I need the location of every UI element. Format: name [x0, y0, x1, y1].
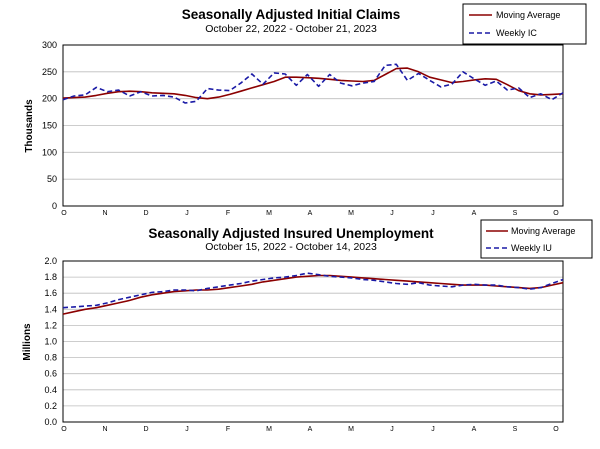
- chart2-plot-frame: [62, 260, 564, 423]
- chart1-gridlines: [63, 71, 563, 180]
- chart2-x-tick-label: J: [431, 426, 435, 433]
- chart1-x-tick-label: F: [226, 210, 230, 217]
- chart1-x-tick-label: A: [472, 210, 477, 217]
- chart1-x-tick-label: S: [513, 210, 518, 217]
- chart2-y-tick-label: 1.0: [44, 337, 57, 347]
- chart2-y-tick-label: 0.8: [44, 353, 57, 363]
- chart2-x-tick-label: D: [143, 426, 148, 433]
- chart2-legend-weekly-label: Weekly IU: [511, 243, 552, 253]
- chart2-x-tick-label: M: [348, 426, 354, 433]
- chart1-x-tick-label: J: [390, 210, 394, 217]
- chart1-x-tick-label: O: [61, 210, 67, 217]
- chart1-y-tick-label: 250: [42, 67, 57, 77]
- chart2-title: Seasonally Adjusted Insured Unemployment: [148, 226, 434, 241]
- chart1-x-tick-label: J: [185, 210, 189, 217]
- chart1-subtitle: October 22, 2022 - October 21, 2023: [205, 23, 377, 35]
- chart2-subtitle: October 15, 2022 - October 14, 2023: [205, 241, 377, 253]
- chart1-y-axis-label: Thousands: [24, 99, 35, 153]
- chart1-weekly-line: [62, 63, 564, 104]
- chart1-y-tick-labels: 0 50 100 150 200 250 300: [42, 40, 57, 211]
- chart1-legend: Moving Average Weekly IC: [462, 3, 587, 45]
- chart1-x-tick-label: A: [308, 210, 313, 217]
- chart1-moving-average-line: [62, 67, 564, 100]
- chart1-y-tick-label: 0: [52, 201, 57, 211]
- chart2-y-tick-label: 1.8: [44, 272, 57, 282]
- chart2-x-tick-label: O: [61, 426, 67, 433]
- chart1-x-tick-label: D: [143, 210, 148, 217]
- chart1-x-tick-label: N: [102, 210, 107, 217]
- chart2-x-tick-label: M: [266, 426, 272, 433]
- chart1-x-tick-label: J: [431, 210, 435, 217]
- chart2-y-axis-label: Millions: [22, 323, 33, 361]
- chart2-x-tick-label: A: [308, 426, 313, 433]
- insured-unemployment-chart: Seasonally Adjusted Insured Unemployment…: [22, 219, 593, 433]
- chart1-x-tick-label: M: [348, 210, 354, 217]
- chart2-moving-average-line: [62, 274, 564, 315]
- chart2-y-tick-label: 1.4: [44, 304, 57, 314]
- chart1-x-tick-label: O: [553, 210, 559, 217]
- chart2-y-tick-label: 1.6: [44, 288, 57, 298]
- chart1-y-tick-label: 200: [42, 94, 57, 104]
- chart2-y-tick-label: 0.6: [44, 369, 57, 379]
- chart2-legend-box: [480, 219, 593, 259]
- chart2-y-tick-label: 2.0: [44, 256, 57, 266]
- chart1-y-tick-label: 100: [42, 147, 57, 157]
- chart2-x-tick-label: N: [102, 426, 107, 433]
- chart2-y-tick-label: 0.0: [44, 417, 57, 427]
- chart1-x-tick-label: M: [266, 210, 272, 217]
- chart1-legend-box: [462, 3, 587, 45]
- chart1-legend-ma-label: Moving Average: [496, 10, 560, 20]
- chart2-x-tick-label: O: [553, 426, 559, 433]
- chart2-gridlines: [63, 276, 563, 407]
- chart2-y-tick-label: 0.4: [44, 385, 57, 395]
- chart2-legend-ma-label: Moving Average: [511, 226, 575, 236]
- chart2-x-tick-label: S: [513, 426, 518, 433]
- chart2-x-tick-label: J: [185, 426, 189, 433]
- chart2-x-tick-label: F: [226, 426, 230, 433]
- initial-claims-chart: Seasonally Adjusted Initial Claims Octob…: [24, 3, 587, 217]
- chart1-legend-weekly-label: Weekly IC: [496, 28, 537, 38]
- chart1-y-tick-label: 300: [42, 40, 57, 50]
- chart2-y-tick-label: 0.2: [44, 401, 57, 411]
- chart2-y-tick-label: 1.2: [44, 320, 57, 330]
- chart1-series: [62, 63, 564, 104]
- chart2-series: [62, 272, 564, 315]
- chart2-legend: Moving Average Weekly IU: [480, 219, 593, 259]
- chart2-y-tick-labels: 0.0 0.2 0.4 0.6 0.8 1.0 1.2 1.4 1.6 1.8 2.0: [44, 256, 57, 427]
- chart2-x-tick-label: J: [390, 426, 394, 433]
- chart1-title: Seasonally Adjusted Initial Claims: [182, 7, 401, 22]
- chart1-y-tick-label: 50: [47, 174, 57, 184]
- chart2-weekly-line: [62, 272, 564, 309]
- chart2-x-tick-label: A: [472, 426, 477, 433]
- chart1-plot-frame: [62, 44, 564, 207]
- chart1-y-tick-label: 150: [42, 121, 57, 131]
